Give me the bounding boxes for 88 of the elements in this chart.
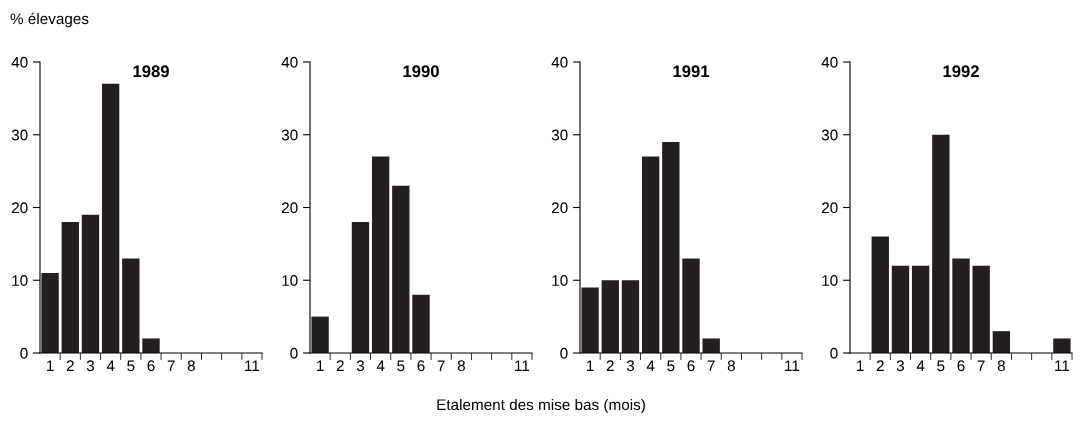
x-tick-label: 4 [106,360,115,372]
x-tick-label: 11 [1055,360,1070,372]
chart-title: 1990 [403,65,439,78]
y-tick-label: 20 [281,202,298,214]
x-tick-label: 8 [187,360,195,372]
bar [392,185,410,353]
x-tick-label: 8 [457,360,465,372]
y-tick-label: 0 [560,347,568,359]
x-tick-label: 2 [606,360,614,372]
bar [871,236,889,353]
x-tick-label: 1 [857,360,864,372]
x-tick-label: 1 [587,360,594,372]
bar [601,280,619,353]
x-tick-label: 4 [916,360,925,372]
bar [911,265,930,353]
bar [581,287,599,353]
bar [992,331,1011,353]
bar [351,222,370,353]
bar [662,142,680,353]
x-tick-label: 2 [336,360,344,372]
x-tick-label: 2 [66,360,74,372]
bar [932,134,950,353]
x-tick-label: 5 [937,360,945,372]
x-tick-label: 7 [977,360,985,372]
x-tick-label: 7 [167,360,175,372]
bar [702,338,720,353]
y-tick-label: 10 [822,275,838,286]
chart-title: 1989 [133,65,169,78]
x-tick-label: 3 [86,360,95,372]
bar [61,222,79,353]
x-tick-label: 5 [127,360,135,372]
chart-title: 1992 [943,65,979,78]
bar [621,280,640,353]
x-tick-label: 7 [707,360,715,372]
x-tick-label: 8 [727,360,735,372]
y-tick-label: 40 [281,56,298,68]
x-tick-label: 1 [317,360,324,372]
chart-title: 1991 [673,65,710,78]
y-tick-label: 10 [12,275,28,286]
bar [311,316,329,353]
y-tick-label: 0 [290,347,298,359]
y-axis-title: % élevages [10,12,89,28]
x-tick-label: 3 [896,360,905,372]
bar [122,258,140,353]
x-tick-label: 1 [47,360,54,372]
y-tick-label: 20 [821,202,838,214]
y-tick-label: 20 [551,202,568,214]
bar [891,265,910,353]
y-tick-label: 10 [552,275,568,286]
x-tick-label: 4 [646,360,655,372]
y-tick-label: 20 [11,202,28,214]
bar [81,214,100,353]
x-tick-label: 6 [687,360,695,372]
x-tick-label: 11 [245,360,260,372]
x-tick-label: 6 [417,360,425,372]
x-tick-label: 6 [957,360,965,372]
x-tick-label: 4 [376,360,385,372]
x-tick-label: 11 [785,360,800,372]
x-tick-label: 5 [667,360,675,372]
bar [412,294,430,353]
x-tick-label: 3 [626,360,635,372]
x-tick-label: 8 [997,360,1005,372]
x-tick-label: 6 [147,360,155,372]
x-tick-label: 11 [515,360,530,372]
y-tick-label: 0 [830,347,838,359]
y-tick-label: 0 [20,347,28,359]
x-tick-label: 7 [437,360,445,372]
bar [1053,338,1071,353]
x-tick-label: 2 [876,360,884,372]
x-tick-label: 5 [397,360,405,372]
y-tick-label: 10 [282,275,298,286]
bar [641,156,660,353]
y-tick-label: 40 [11,56,28,68]
bar [142,338,160,353]
y-tick-label: 40 [821,56,838,68]
y-tick-label: 40 [551,56,568,68]
bar [371,156,390,353]
bar [972,265,990,353]
x-axis-title: Etalement des mise bas (mois) [437,398,645,414]
bar [682,258,700,353]
bar [101,83,120,353]
x-tick-label: 3 [356,360,365,372]
y-tick-label: 30 [551,129,568,141]
bar [952,258,970,353]
y-tick-label: 30 [11,129,28,141]
y-tick-label: 30 [821,129,838,141]
bar [41,272,59,353]
y-tick-label: 30 [281,129,298,141]
